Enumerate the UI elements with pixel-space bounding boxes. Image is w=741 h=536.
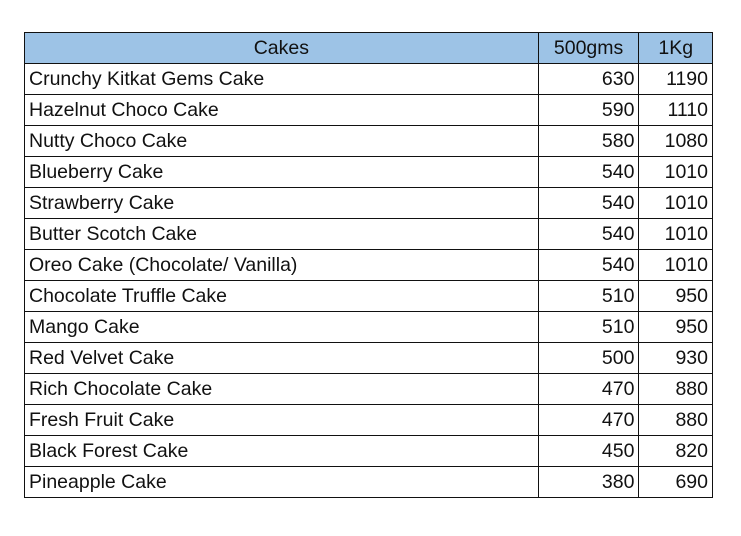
table-row: Fresh Fruit Cake 470 880 [24, 404, 713, 436]
table-row: Mango Cake 510 950 [24, 311, 713, 343]
cake-name: Fresh Fruit Cake [24, 404, 539, 436]
cake-name: Red Velvet Cake [24, 342, 539, 374]
table-row: Black Forest Cake 450 820 [24, 435, 713, 467]
table-row: Rich Chocolate Cake 470 880 [24, 373, 713, 405]
price-500gms: 540 [537, 156, 640, 188]
price-1kg: 880 [638, 373, 713, 405]
price-1kg: 1010 [638, 156, 713, 188]
table-row: Blueberry Cake 540 1010 [24, 156, 713, 188]
table-row: Pineapple Cake 380 690 [24, 466, 713, 498]
cake-name: Pineapple Cake [24, 466, 539, 498]
cake-name: Crunchy Kitkat Gems Cake [24, 63, 539, 95]
price-1kg: 1010 [638, 249, 713, 281]
cake-name: Chocolate Truffle Cake [24, 280, 539, 312]
price-1kg: 950 [638, 280, 713, 312]
price-1kg: 690 [638, 466, 713, 498]
price-500gms: 470 [537, 404, 640, 436]
price-1kg: 880 [638, 404, 713, 436]
cake-name: Hazelnut Choco Cake [24, 94, 539, 126]
table-row: Nutty Choco Cake 580 1080 [24, 125, 713, 157]
table-row: Strawberry Cake 540 1010 [24, 187, 713, 219]
cake-name: Oreo Cake (Chocolate/ Vanilla) [24, 249, 539, 281]
table-row: Crunchy Kitkat Gems Cake 630 1190 [24, 63, 713, 95]
price-1kg: 1010 [638, 218, 713, 250]
header-cakes: Cakes [24, 32, 539, 64]
cake-name: Black Forest Cake [24, 435, 539, 467]
cake-name: Blueberry Cake [24, 156, 539, 188]
cake-name: Strawberry Cake [24, 187, 539, 219]
price-1kg: 1190 [638, 63, 713, 95]
price-500gms: 510 [537, 280, 640, 312]
cake-name: Mango Cake [24, 311, 539, 343]
header-1kg: 1Kg [638, 32, 713, 64]
cake-name: Nutty Choco Cake [24, 125, 539, 157]
price-500gms: 450 [537, 435, 640, 467]
price-500gms: 590 [537, 94, 640, 126]
price-1kg: 1110 [638, 94, 713, 126]
price-1kg: 820 [638, 435, 713, 467]
header-500gms: 500gms [537, 32, 640, 64]
price-1kg: 950 [638, 311, 713, 343]
cake-name: Rich Chocolate Cake [24, 373, 539, 405]
price-500gms: 380 [537, 466, 640, 498]
table-row: Oreo Cake (Chocolate/ Vanilla) 540 1010 [24, 249, 713, 281]
price-1kg: 930 [638, 342, 713, 374]
table-row: Chocolate Truffle Cake 510 950 [24, 280, 713, 312]
price-500gms: 540 [537, 218, 640, 250]
price-500gms: 470 [537, 373, 640, 405]
price-500gms: 500 [537, 342, 640, 374]
table-row: Red Velvet Cake 500 930 [24, 342, 713, 374]
price-500gms: 540 [537, 249, 640, 281]
price-1kg: 1080 [638, 125, 713, 157]
cake-price-table: Cakes 500gms 1Kg Crunchy Kitkat Gems Cak… [24, 32, 713, 498]
price-500gms: 580 [537, 125, 640, 157]
price-500gms: 630 [537, 63, 640, 95]
price-500gms: 510 [537, 311, 640, 343]
cake-name: Butter Scotch Cake [24, 218, 539, 250]
price-1kg: 1010 [638, 187, 713, 219]
table-row: Hazelnut Choco Cake 590 1110 [24, 94, 713, 126]
header-row: Cakes 500gms 1Kg [24, 32, 713, 64]
price-500gms: 540 [537, 187, 640, 219]
table-row: Butter Scotch Cake 540 1010 [24, 218, 713, 250]
